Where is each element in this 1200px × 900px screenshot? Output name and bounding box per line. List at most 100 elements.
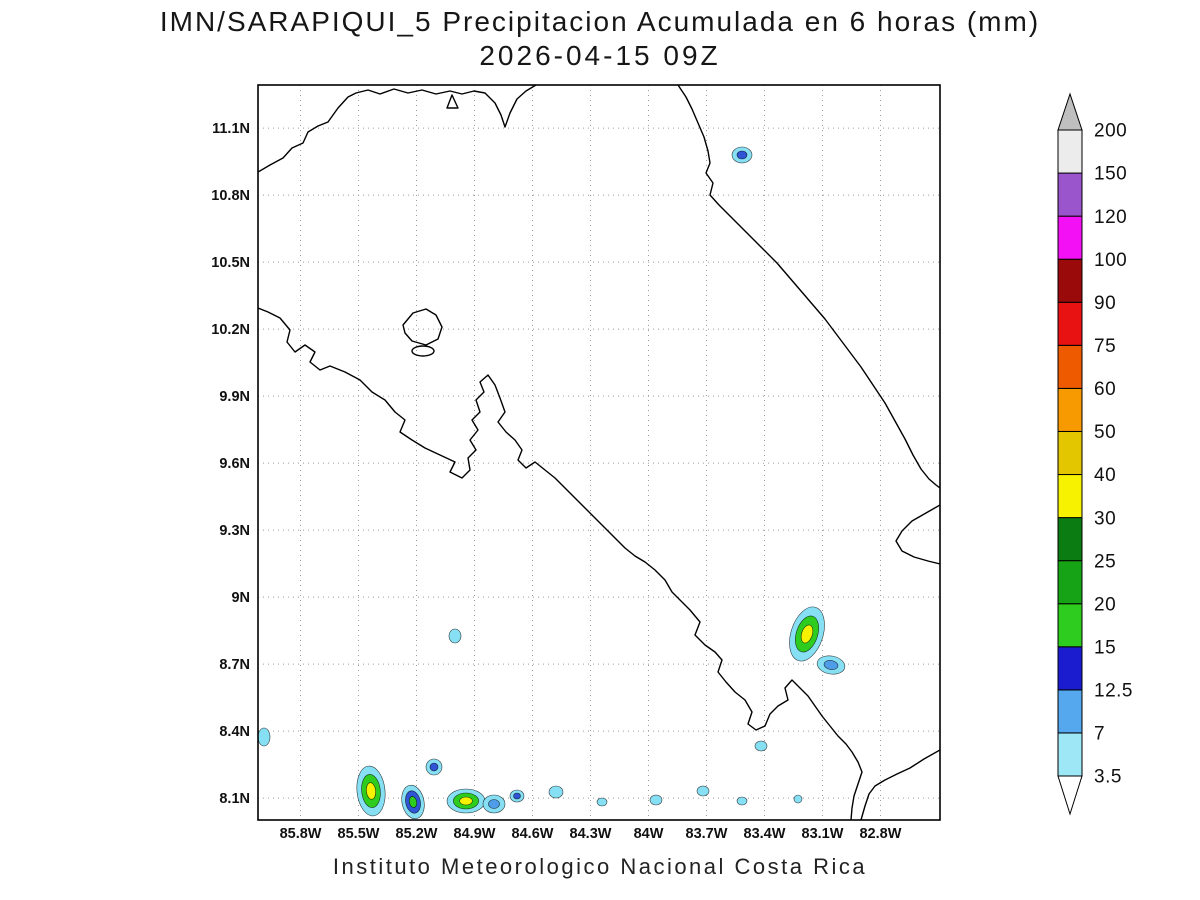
lat-tick-label: 10.5N [211, 255, 250, 271]
colorbar-tick-label: 40 [1094, 465, 1116, 486]
colorbar-segment [1057, 474, 1083, 519]
grid-lines [258, 85, 940, 820]
lon-tick-label: 83.7W [686, 826, 728, 842]
lon-tick-label: 84.3W [570, 826, 612, 842]
colorbar-tick-label: 3.5 [1094, 767, 1122, 788]
lon-tick-label: 84W [634, 826, 664, 842]
precip-contour [488, 799, 500, 809]
colorbar-above-max-arrow [1057, 92, 1083, 131]
lon-tick-label: 83.4W [744, 826, 786, 842]
plot-border [257, 84, 941, 821]
lat-tick-label: 10.8N [211, 188, 250, 204]
colorbar-tick-label: 90 [1094, 293, 1116, 314]
colorbar-tick-label: 75 [1094, 336, 1116, 357]
colorbar-below-min-arrow [1057, 775, 1083, 816]
precip-contour [365, 782, 377, 800]
precip-cell [649, 794, 663, 806]
coastline-path [860, 749, 940, 820]
colorbar: 3.5 7 12.5 15 20 25 30 40 50 60 75 90 100 120 150 200 [1057, 92, 1133, 816]
precip-contour [429, 762, 439, 772]
precip-cell [596, 797, 608, 807]
precip-cell [509, 789, 525, 803]
colorbar-segment [1057, 215, 1083, 260]
lat-tick-label: 9.6N [219, 456, 250, 472]
precip-contour [408, 796, 418, 808]
colorbar-segment [1057, 689, 1083, 734]
colorbar-segment [1057, 646, 1083, 691]
axis-labels: 11.1N 10.8N 10.5N 10.2N 9.9N 9.6N 9.3N 9N 8.7N 8.… [211, 121, 901, 842]
colorbar-tick-label: 200 [1094, 121, 1127, 142]
colorbar-segment [1057, 344, 1083, 389]
colorbar-tick-label: 15 [1094, 637, 1116, 658]
lat-tick-label: 9N [231, 590, 250, 606]
lat-tick-label: 8.7N [219, 657, 250, 673]
map-plot: 11.1N 10.8N 10.5N 10.2N 9.9N 9.6N 9.3N 9N 8.7N 8.… [211, 84, 941, 842]
colorbar-segment [1057, 301, 1083, 346]
colorbar-segment [1057, 387, 1083, 432]
precipitation-layer [258, 146, 846, 820]
lat-tick-label: 9.9N [219, 389, 250, 405]
precip-contour [596, 797, 608, 807]
coastline-path [677, 85, 940, 489]
precip-contour [258, 727, 271, 747]
precip-cell [446, 788, 486, 814]
colorbar-tick-label: 12.5 [1094, 681, 1133, 702]
precip-contour [513, 792, 521, 800]
lat-tick-label: 8.1N [219, 791, 250, 807]
precip-contour [649, 794, 663, 806]
colorbar-segment [1057, 258, 1083, 303]
precip-cell [482, 794, 506, 814]
coastline-path [411, 345, 435, 357]
precip-cell [258, 727, 271, 747]
colorbar-segment [1057, 560, 1083, 605]
precip-cell [401, 784, 425, 820]
colorbar-segment [1057, 517, 1083, 562]
colorbar-tick-label: 20 [1094, 594, 1116, 615]
colorbar-scale: 3.5 7 12.5 15 20 25 30 40 50 60 75 90 100 120 150 200 [1057, 92, 1133, 816]
colorbar-tick-label: 120 [1094, 207, 1127, 228]
precip-cell [793, 794, 803, 804]
colorbar-segment [1057, 603, 1083, 648]
precip-contour [823, 660, 839, 670]
colorbar-tick-label: 60 [1094, 379, 1116, 400]
lon-tick-label: 83.1W [802, 826, 844, 842]
lon-tick-label: 84.6W [512, 826, 554, 842]
precip-contour [696, 785, 710, 797]
lon-tick-label: 85.2W [396, 826, 438, 842]
title-block: IMN/SARAPIQUI_5 Precipitacion Acumulada … [0, 6, 1200, 72]
coastline-path [258, 85, 537, 173]
lon-tick-label: 85.5W [338, 826, 380, 842]
precip-cell [696, 785, 710, 797]
precip-cell [731, 146, 753, 164]
lon-tick-label: 82.8W [859, 826, 901, 842]
colorbar-tick-label: 25 [1094, 551, 1116, 572]
lat-tick-label: 8.4N [219, 724, 250, 740]
coastline-path [895, 504, 940, 565]
coastline-path [258, 307, 863, 820]
coastline-path [402, 308, 443, 346]
colorbar-tick-label: 30 [1094, 508, 1116, 529]
precip-cell [789, 606, 825, 662]
colorbar-segment [1057, 129, 1083, 174]
precip-contour [459, 796, 473, 806]
colorbar-segment [1057, 172, 1083, 217]
precip-cell [736, 796, 748, 806]
lat-tick-label: 9.3N [219, 523, 250, 539]
coastline-layer [258, 85, 940, 820]
precip-cell [548, 785, 564, 799]
colorbar-tick-label: 7 [1094, 724, 1105, 745]
precip-cell [816, 655, 846, 675]
precip-contour [754, 740, 768, 752]
lat-tick-label: 11.1N [212, 121, 250, 137]
precip-cell [356, 765, 386, 817]
chart-title: IMN/SARAPIQUI_5 Precipitacion Acumulada … [159, 6, 1041, 37]
precip-contour [448, 628, 462, 644]
lat-tick-label: 10.2N [211, 322, 250, 338]
precip-cell [448, 628, 462, 644]
precip-cell [754, 740, 768, 752]
coastline-path [446, 94, 459, 109]
colorbar-tick-label: 100 [1094, 250, 1127, 271]
colorbar-segment [1057, 430, 1083, 476]
lon-tick-label: 84.9W [454, 826, 496, 842]
